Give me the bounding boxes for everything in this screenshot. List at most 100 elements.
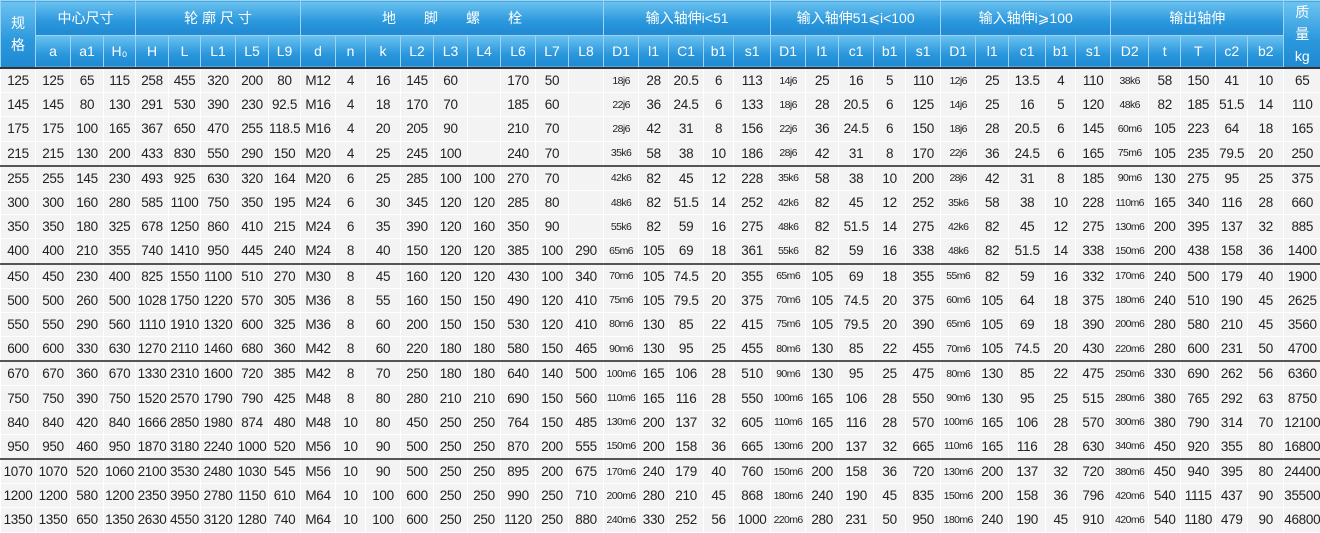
value-cell: 340 [1181, 190, 1216, 214]
value-cell: 60 [366, 312, 401, 336]
value-cell: 42 [976, 166, 1009, 191]
value-cell: 437 [1216, 484, 1248, 508]
value-cell: M42 [301, 361, 336, 386]
value-cell: 1460 [201, 337, 236, 362]
value-cell: 59 [1009, 264, 1046, 289]
value-cell: 42k6 [604, 166, 639, 191]
value-cell: 530 [169, 93, 201, 117]
value-cell: 600 [36, 337, 71, 362]
value-cell: 32 [874, 434, 906, 459]
value-cell: 678 [136, 215, 169, 239]
value-cell: 170 [906, 141, 941, 166]
value-cell: 325 [269, 312, 301, 336]
value-cell: 1100 [169, 190, 201, 214]
value-cell: 395 [1181, 215, 1216, 239]
value-cell: 200 [639, 410, 669, 434]
value-cell: 38 [669, 141, 704, 166]
value-cell: 150m6 [604, 434, 639, 459]
value-cell: 355 [906, 264, 941, 289]
model-cell: 125 [1, 68, 36, 93]
value-cell: 28j6 [941, 166, 976, 191]
column-header: L7 [536, 35, 569, 68]
value-cell: 160 [401, 288, 434, 312]
value-cell: 92.5 [269, 93, 301, 117]
value-cell: 48k6 [1111, 93, 1149, 117]
value-cell: 42 [639, 117, 669, 141]
model-cell: 550 [1, 312, 36, 336]
value-cell: 550 [36, 312, 71, 336]
value-cell: 45 [1009, 215, 1046, 239]
value-cell: 2110 [169, 337, 201, 362]
value-cell: 190 [1216, 288, 1248, 312]
value-cell: 36 [639, 93, 669, 117]
value-cell: 790 [1181, 410, 1216, 434]
value-cell: 380 [1149, 386, 1181, 410]
value-cell: 31 [669, 117, 704, 141]
value-cell: 28 [1248, 190, 1284, 214]
value-cell: 8750 [1284, 386, 1320, 410]
value-cell: 20.5 [1009, 117, 1046, 141]
value-cell: 450 [1149, 459, 1181, 484]
value-cell: 82 [806, 215, 839, 239]
value-cell: 252 [734, 190, 771, 214]
value-cell: 290 [236, 141, 269, 166]
value-cell: 6 [336, 215, 366, 239]
value-cell: 231 [839, 508, 874, 532]
value-cell: 105 [976, 288, 1009, 312]
value-cell: 250 [434, 434, 468, 459]
column-header: C1 [669, 35, 704, 68]
value-cell: 140 [536, 361, 569, 386]
value-cell: 420m6 [1111, 484, 1149, 508]
value-cell: 113 [734, 68, 771, 93]
value-cell: 28 [704, 386, 734, 410]
value-cell: 220 [401, 337, 434, 362]
value-cell: 390 [401, 215, 434, 239]
value-cell: 1115 [1181, 484, 1216, 508]
value-cell: 255 [236, 117, 269, 141]
value-cell: 60m6 [1111, 117, 1149, 141]
value-cell: 20 [366, 117, 401, 141]
value-cell: 390 [1076, 312, 1111, 336]
value-cell: 1000 [236, 434, 269, 459]
value-cell: 765 [1181, 386, 1216, 410]
value-cell: 70 [536, 141, 569, 166]
value-cell: 292 [1216, 386, 1248, 410]
column-header: l1 [639, 35, 669, 68]
value-cell [468, 117, 501, 141]
value-cell: 560 [569, 386, 604, 410]
value-cell: 255 [36, 166, 71, 191]
value-cell: 2630 [136, 508, 169, 532]
value-cell: 36 [704, 434, 734, 459]
column-header: n [336, 35, 366, 68]
value-cell: 240 [806, 484, 839, 508]
value-cell: 100m6 [771, 386, 806, 410]
value-cell: 79.5 [669, 288, 704, 312]
value-cell: 175 [36, 117, 71, 141]
value-cell: 90 [434, 117, 468, 141]
value-cell: 100 [71, 117, 104, 141]
value-cell: 450 [1149, 434, 1181, 459]
value-cell: 18j6 [941, 117, 976, 141]
value-cell: 115 [104, 68, 136, 93]
value-cell: 137 [669, 410, 704, 434]
value-cell: 116 [839, 410, 874, 434]
value-cell: 110m6 [941, 434, 976, 459]
value-cell: 630 [1076, 434, 1111, 459]
value-cell: 38k6 [1111, 68, 1149, 93]
value-cell: 180 [434, 361, 468, 386]
value-cell [569, 190, 604, 214]
value-cell: 1150 [236, 484, 269, 508]
value-cell: 28 [1046, 434, 1076, 459]
value-cell: 215 [269, 215, 301, 239]
value-cell: 8 [336, 361, 366, 386]
value-cell: 210 [1216, 312, 1248, 336]
value-cell: 200 [1149, 215, 1181, 239]
value-cell: 840 [36, 410, 71, 434]
